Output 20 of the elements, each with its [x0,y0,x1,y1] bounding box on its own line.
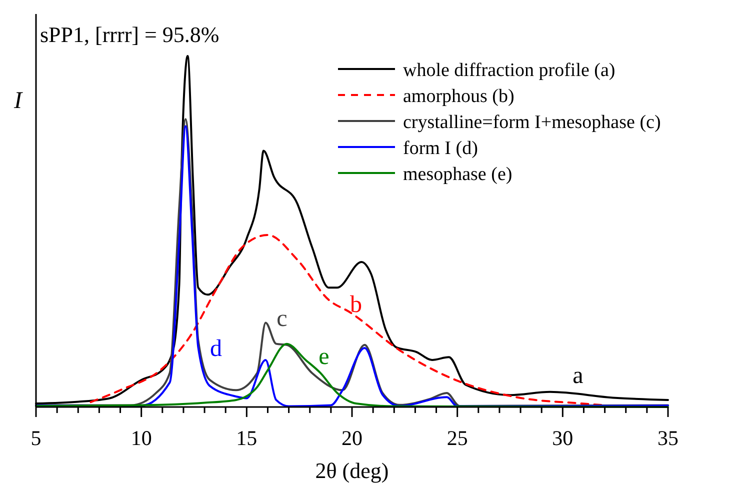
legend-label: mesophase (e) [403,164,512,185]
x-tick-label: 20 [342,426,362,450]
annotation: e [318,344,330,370]
x-tick-label: 35 [658,426,678,450]
x-axis-title: 2θ (deg) [315,458,389,483]
x-tick-label: 10 [130,426,152,450]
x-tick-label: 30 [552,426,574,450]
x-tick-label: 5 [30,426,42,450]
annotation: c [276,306,288,332]
annotation: b [350,292,362,318]
legend-label: amorphous (b) [403,86,514,107]
x-tick-label: 25 [446,426,468,450]
legend-label: form I (d) [403,138,478,159]
legend-label: crystalline=form I+mesophase (c) [403,112,661,133]
x-tick-label: 15 [236,426,258,450]
legend-label: whole diffraction profile (a) [403,60,616,81]
annotation: d [210,336,222,362]
y-axis-title: I [13,88,23,114]
annotation: a [572,363,584,389]
chart-title: sPP1, [rrrr] = 95.8% [40,22,220,47]
